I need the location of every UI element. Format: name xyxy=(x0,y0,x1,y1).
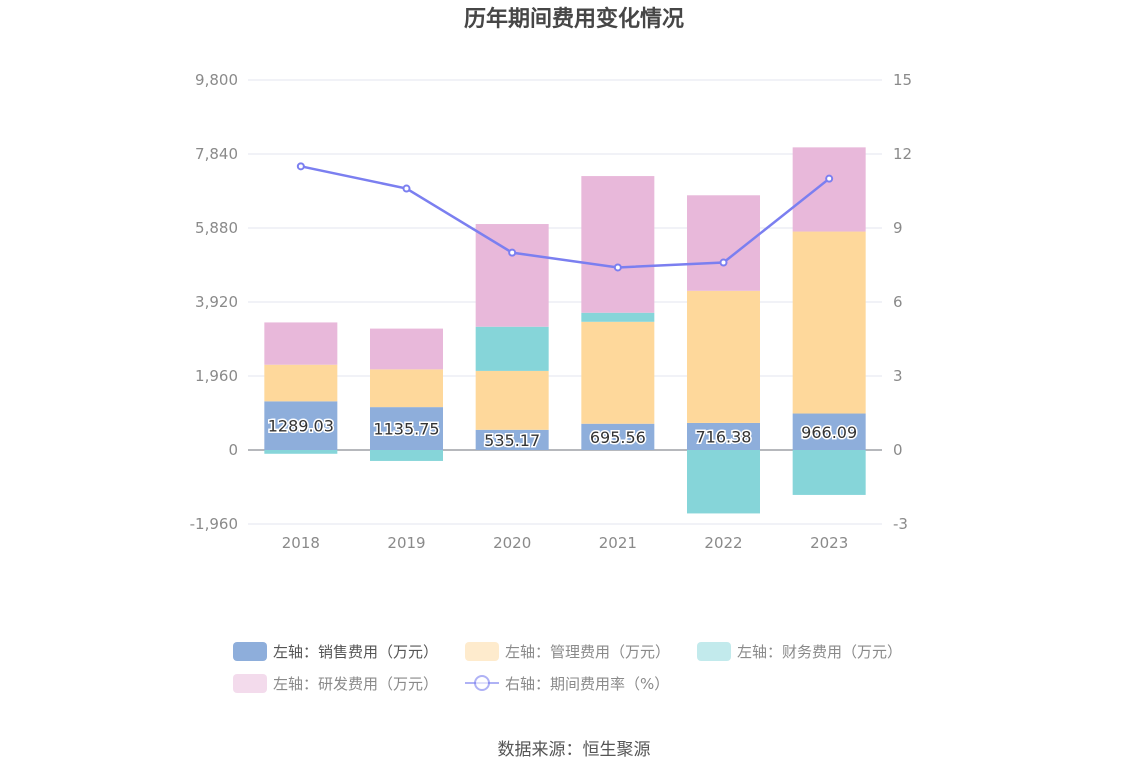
bar-segment xyxy=(792,147,866,232)
bar-segment xyxy=(581,423,655,450)
bar-segment xyxy=(370,328,443,370)
right-tick-label: 15 xyxy=(893,71,912,89)
bar-data-label: 716.38 xyxy=(696,427,752,446)
legend-label: 左轴：研发费用（万元） xyxy=(273,675,438,693)
legend-label: 左轴：财务费用（万元） xyxy=(737,643,902,661)
right-tick-label: 3 xyxy=(893,367,903,385)
bar-segment xyxy=(687,290,760,423)
legend-label: 左轴：管理费用（万元） xyxy=(505,643,670,661)
bar-segment xyxy=(792,231,866,414)
right-tick-label: -3 xyxy=(893,515,908,533)
legend-item[interactable]: 左轴：管理费用（万元） xyxy=(465,642,670,661)
legend-swatch xyxy=(233,674,267,693)
bar-segment xyxy=(687,422,760,450)
legend[interactable]: 左轴：销售费用（万元） 左轴：管理费用（万元） 左轴：财务费用（万元） 左轴：研发费用… xyxy=(233,642,902,693)
x-tick-label: 2022 xyxy=(704,534,742,552)
x-axis: 2018 2019 2020 2021 2022 2023 xyxy=(282,534,849,552)
bar-segment xyxy=(792,413,866,450)
legend-swatch xyxy=(233,642,267,661)
bar-segment xyxy=(792,450,866,495)
left-tick-label: 0 xyxy=(228,441,238,459)
right-tick-label: 0 xyxy=(893,441,903,459)
legend-item[interactable]: 左轴：财务费用（万元） xyxy=(697,642,902,661)
bar-segment xyxy=(370,450,443,461)
bar-segment xyxy=(475,370,549,430)
bar-segment xyxy=(264,364,338,402)
right-tick-label: 12 xyxy=(893,145,912,163)
bar-segment xyxy=(581,312,655,322)
grid-lines xyxy=(248,79,882,525)
legend-label: 左轴：销售费用（万元） xyxy=(273,643,438,661)
left-tick-label: 1,960 xyxy=(195,367,238,385)
left-axis: -1,960 0 1,960 3,920 5,880 7,840 9,800 xyxy=(190,71,238,533)
rate-point[interactable] xyxy=(402,184,411,193)
rate-point[interactable] xyxy=(719,258,728,267)
bar-segment xyxy=(581,176,655,313)
bar-labels: 1289.03 1135.75 535.17 695.56 716.38 966.09 xyxy=(266,415,858,451)
bar-segment xyxy=(264,322,338,365)
rate-point[interactable] xyxy=(296,162,305,171)
left-tick-label: 5,880 xyxy=(195,219,238,237)
left-tick-label: -1,960 xyxy=(190,515,238,533)
bar-data-label: 535.17 xyxy=(484,431,540,450)
bar-data-label: 1135.75 xyxy=(373,420,439,439)
rate-point[interactable] xyxy=(825,174,834,183)
right-tick-label: 9 xyxy=(893,219,903,237)
legend-item[interactable]: 左轴：销售费用（万元） xyxy=(233,642,438,661)
rate-line-path xyxy=(300,165,830,269)
rate-line xyxy=(296,162,834,272)
bar-segment xyxy=(264,401,338,450)
x-tick-label: 2019 xyxy=(387,534,425,552)
bar-segment xyxy=(475,224,549,327)
bar-data-label: 695.56 xyxy=(590,428,646,447)
bar-data-label: 1289.03 xyxy=(268,417,334,436)
left-tick-label: 3,920 xyxy=(195,293,238,311)
bars xyxy=(264,147,866,514)
x-tick-label: 2018 xyxy=(282,534,320,552)
bar-segment xyxy=(687,450,760,514)
rate-point[interactable] xyxy=(613,263,622,272)
bar-data-label: 966.09 xyxy=(801,423,857,442)
legend-swatch xyxy=(697,642,731,661)
left-tick-label: 7,840 xyxy=(195,145,238,163)
bar-segment xyxy=(370,369,443,408)
legend-swatch xyxy=(465,642,499,661)
legend-marker xyxy=(474,675,490,691)
right-tick-label: 6 xyxy=(893,293,903,311)
bar-segment xyxy=(475,326,549,371)
x-tick-label: 2021 xyxy=(599,534,637,552)
right-axis: -3 0 3 6 9 12 15 xyxy=(893,71,912,533)
x-tick-label: 2020 xyxy=(493,534,531,552)
rate-point[interactable] xyxy=(508,248,517,257)
x-tick-label: 2023 xyxy=(810,534,848,552)
source-text: 数据来源：恒生聚源 xyxy=(498,740,651,760)
bar-segment xyxy=(475,429,549,450)
chart-title: 历年期间费用变化情况 xyxy=(464,6,684,32)
bar-segment xyxy=(581,321,655,424)
legend-item[interactable]: 右轴：期间费用率（%） xyxy=(465,675,669,693)
legend-label: 右轴：期间费用率（%） xyxy=(505,675,669,693)
left-tick-label: 9,800 xyxy=(195,71,238,89)
legend-item[interactable]: 左轴：研发费用（万元） xyxy=(233,674,438,693)
bar-segment xyxy=(370,407,443,450)
bar-segment xyxy=(264,450,338,454)
